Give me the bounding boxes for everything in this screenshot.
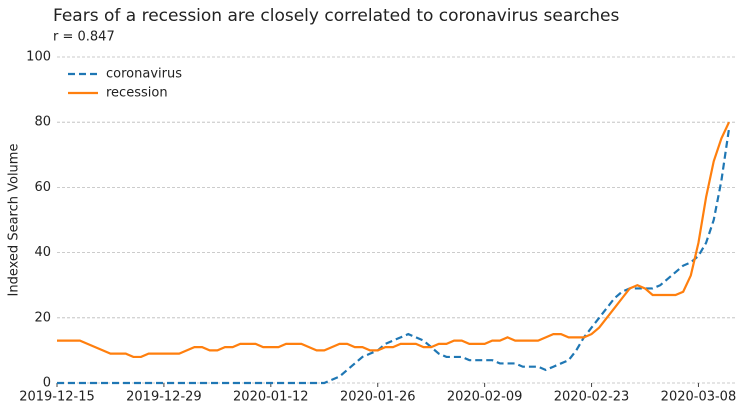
line-series xyxy=(57,128,731,385)
y-tick-label: 0 xyxy=(43,376,51,391)
chart-title: Fears of a recession are closely correla… xyxy=(53,6,619,26)
y-tick-label: 80 xyxy=(34,115,51,130)
x-tick-label: 2020-02-23 xyxy=(554,390,630,405)
y-tick-label: 40 xyxy=(34,245,51,260)
legend-label: coronavirus xyxy=(106,67,182,82)
x-tick-label: 2020-01-12 xyxy=(233,390,309,405)
y-tick-label: 100 xyxy=(26,50,51,65)
legend-label: recession xyxy=(106,86,168,101)
y-tick-label: 20 xyxy=(34,310,51,325)
x-tick-label: 2020-02-09 xyxy=(447,390,523,405)
x-tick-label: 2019-12-29 xyxy=(126,390,202,405)
x-tick-label: 2020-01-26 xyxy=(340,390,416,405)
chart-subtitle: r = 0.847 xyxy=(53,30,115,45)
y-axis-label: Indexed Search Volume xyxy=(7,144,22,297)
x-tick-label: 2019-12-15 xyxy=(19,390,95,405)
y-tick-label: 60 xyxy=(34,180,51,195)
line-series xyxy=(57,121,730,359)
x-tick-label: 2020-03-08 xyxy=(661,390,737,405)
